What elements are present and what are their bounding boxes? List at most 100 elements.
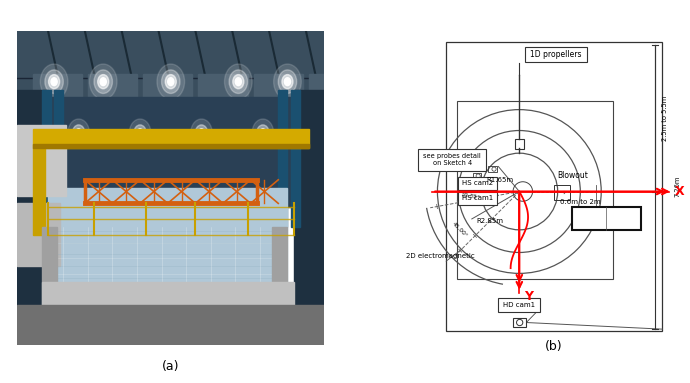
- Bar: [489, 166, 497, 172]
- Bar: [32, 144, 309, 149]
- Bar: [42, 282, 294, 313]
- Bar: [17, 73, 324, 75]
- Bar: [17, 71, 324, 73]
- Text: 1D propellers: 1D propellers: [530, 50, 582, 59]
- Text: (b): (b): [545, 340, 563, 353]
- Text: 7.26m: 7.26m: [674, 175, 680, 197]
- Bar: [513, 318, 526, 327]
- Bar: [17, 90, 324, 92]
- Text: Blowout: Blowout: [558, 171, 589, 180]
- Bar: [17, 75, 324, 78]
- Bar: [17, 43, 324, 45]
- Bar: [473, 173, 481, 179]
- Bar: [17, 54, 324, 57]
- Circle shape: [129, 119, 151, 146]
- Text: →: →: [558, 188, 566, 197]
- Circle shape: [137, 129, 143, 137]
- Bar: [294, 90, 324, 345]
- Bar: [42, 227, 57, 313]
- Bar: [17, 90, 48, 345]
- Bar: [17, 120, 324, 123]
- Bar: [17, 64, 324, 66]
- Bar: [17, 113, 324, 115]
- Text: see probes detail
on Sketch 4: see probes detail on Sketch 4: [424, 153, 481, 166]
- Bar: [17, 92, 324, 94]
- Bar: [446, 42, 662, 331]
- Bar: [17, 146, 324, 149]
- Circle shape: [48, 75, 59, 89]
- Bar: [17, 66, 324, 68]
- Bar: [32, 149, 45, 235]
- Text: HD cam1: HD cam1: [503, 302, 535, 308]
- Bar: [17, 134, 324, 137]
- Bar: [17, 47, 324, 49]
- Bar: [17, 31, 324, 109]
- Bar: [17, 129, 324, 132]
- Bar: [48, 188, 288, 298]
- Bar: [17, 101, 324, 104]
- Bar: [17, 31, 324, 33]
- Text: HS cam2: HS cam2: [462, 180, 493, 187]
- Bar: [17, 111, 324, 113]
- Circle shape: [90, 64, 117, 99]
- Bar: [17, 203, 60, 266]
- Bar: [17, 35, 324, 38]
- Circle shape: [190, 119, 213, 146]
- Text: 45.00°: 45.00°: [451, 221, 469, 239]
- Bar: [17, 49, 324, 52]
- Bar: [17, 125, 66, 195]
- Text: 2.5m to 5.5m: 2.5m to 5.5m: [662, 96, 668, 141]
- Circle shape: [72, 125, 85, 141]
- Circle shape: [45, 70, 63, 93]
- Bar: [457, 101, 613, 278]
- Text: R1.65m: R1.65m: [486, 177, 514, 183]
- Bar: [498, 298, 540, 312]
- Circle shape: [235, 78, 242, 86]
- Bar: [290, 90, 299, 227]
- Circle shape: [40, 64, 68, 99]
- Text: (a): (a): [162, 360, 179, 373]
- Circle shape: [195, 125, 208, 141]
- Bar: [88, 74, 137, 97]
- Bar: [17, 80, 324, 82]
- Bar: [17, 139, 324, 141]
- Circle shape: [233, 75, 244, 89]
- Bar: [32, 74, 81, 97]
- Bar: [17, 33, 324, 35]
- Circle shape: [229, 70, 248, 93]
- Bar: [17, 68, 324, 71]
- Circle shape: [168, 78, 174, 86]
- Circle shape: [282, 75, 293, 89]
- Bar: [17, 137, 324, 139]
- Circle shape: [284, 78, 290, 86]
- Bar: [17, 78, 324, 80]
- Bar: [418, 149, 486, 170]
- Bar: [17, 127, 324, 129]
- Circle shape: [278, 70, 297, 93]
- Text: R2.85m: R2.85m: [476, 218, 503, 224]
- Bar: [199, 74, 248, 97]
- Bar: [17, 87, 324, 90]
- Bar: [32, 129, 309, 149]
- Circle shape: [252, 119, 274, 146]
- Bar: [143, 74, 193, 97]
- Bar: [42, 90, 51, 227]
- Circle shape: [134, 125, 146, 141]
- Bar: [17, 99, 324, 101]
- Bar: [17, 106, 324, 108]
- Bar: [17, 306, 324, 345]
- Circle shape: [100, 78, 106, 86]
- Bar: [17, 82, 324, 85]
- Bar: [17, 85, 324, 87]
- Bar: [458, 177, 497, 190]
- Circle shape: [76, 129, 81, 137]
- Circle shape: [199, 129, 204, 137]
- Bar: [17, 97, 324, 99]
- Circle shape: [51, 78, 57, 86]
- Bar: [17, 123, 324, 125]
- Bar: [554, 185, 570, 200]
- Bar: [17, 40, 324, 43]
- Bar: [254, 74, 303, 97]
- Circle shape: [260, 129, 266, 137]
- Bar: [278, 90, 288, 227]
